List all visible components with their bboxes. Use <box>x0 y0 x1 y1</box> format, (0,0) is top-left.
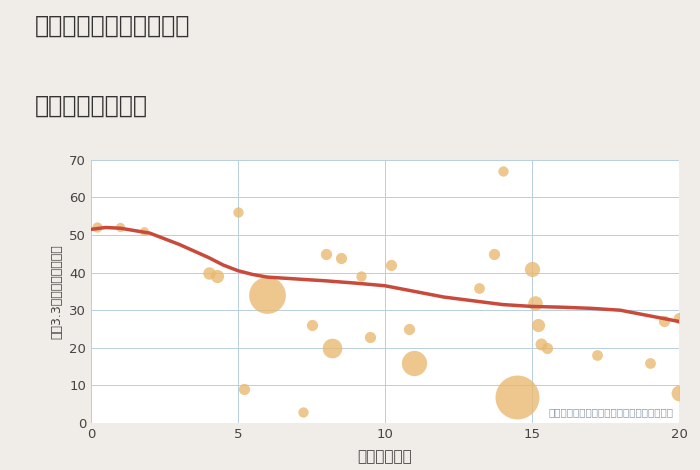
Point <box>238 385 249 393</box>
Point <box>297 408 308 415</box>
Point <box>659 318 670 325</box>
Point <box>335 254 346 261</box>
Text: 駅距離別土地価格: 駅距離別土地価格 <box>35 94 148 118</box>
Point <box>139 227 150 235</box>
Text: 奈良県奈良市北之庄町の: 奈良県奈良市北之庄町の <box>35 14 190 38</box>
Point <box>409 359 420 367</box>
Point <box>212 273 223 280</box>
Point <box>321 250 332 258</box>
Point <box>232 209 244 216</box>
Point <box>326 344 337 352</box>
Point <box>488 250 499 258</box>
Point <box>529 299 540 306</box>
Point <box>591 352 602 359</box>
Point <box>306 321 317 329</box>
Point <box>473 284 484 291</box>
Y-axis label: 坪（3.3㎡）単価（万円）: 坪（3.3㎡）単価（万円） <box>50 244 64 339</box>
Point <box>356 273 367 280</box>
Point <box>673 389 685 397</box>
Point <box>203 269 214 276</box>
Point <box>512 393 523 400</box>
Text: 円の大きさは、取引のあった物件面積を示す: 円の大きさは、取引のあった物件面積を示す <box>548 407 673 417</box>
Point <box>385 261 396 269</box>
Point <box>91 224 102 231</box>
Point <box>673 314 685 321</box>
Point <box>365 333 376 340</box>
Point <box>541 344 552 352</box>
Point <box>497 167 508 175</box>
Point <box>403 325 414 333</box>
X-axis label: 駅距離（分）: 駅距離（分） <box>358 449 412 464</box>
Point <box>532 321 543 329</box>
Point <box>644 359 655 367</box>
Point <box>536 340 547 348</box>
Point <box>262 291 273 299</box>
Point <box>526 265 538 273</box>
Point <box>115 224 126 231</box>
